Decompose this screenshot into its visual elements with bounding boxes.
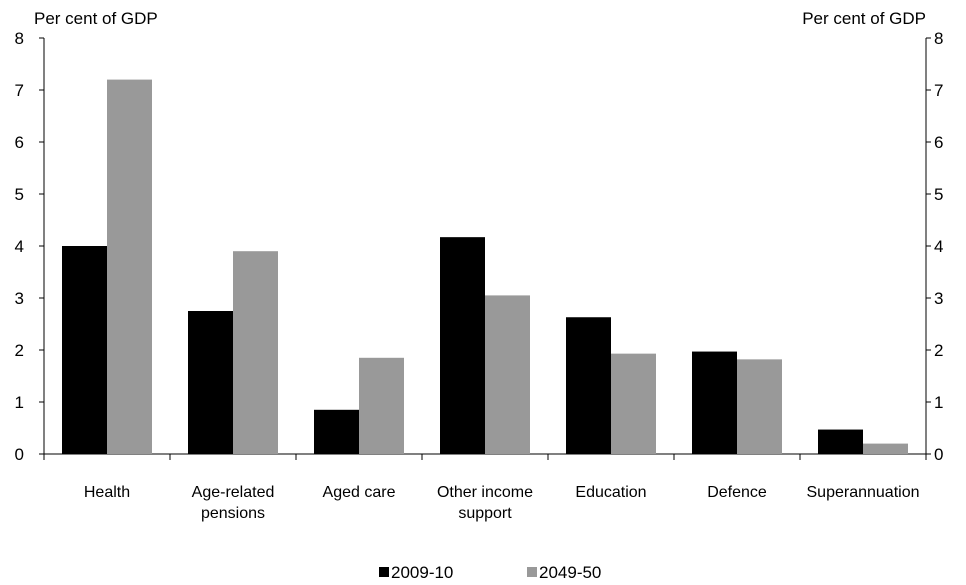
bar-2049-50-other-income-support (485, 295, 530, 454)
bar-2009-10-age-related-pensions (188, 311, 233, 454)
legend-swatch-2049-50 (527, 567, 537, 577)
left-y-tick-label: 1 (15, 393, 24, 412)
category-label: Aged care (323, 484, 396, 501)
category-label: Health (84, 484, 130, 501)
category-label: Age-related pensions (192, 484, 275, 522)
right-y-tick-label: 1 (934, 393, 943, 412)
legend-label-2049-50: 2049-50 (539, 563, 601, 582)
right-y-tick-label: 7 (934, 81, 943, 100)
left-y-tick-label: 7 (15, 81, 24, 100)
bar-2009-10-health (62, 246, 107, 454)
category-labels: Health Age-related pensions Aged care Other … (84, 484, 920, 522)
right-y-tick-label: 0 (934, 445, 943, 464)
legend-swatch-2009-10 (379, 567, 389, 577)
category-label: Education (575, 484, 646, 501)
bar-2009-10-other-income-support (440, 237, 485, 454)
category-label: Superannuation (807, 484, 920, 501)
right-axis-title: Per cent of GDP (802, 9, 926, 28)
left-y-tick-label: 3 (15, 289, 24, 308)
bar-2009-10-superannuation (818, 429, 863, 454)
bars (62, 79, 908, 454)
left-y-tick-label: 2 (15, 341, 24, 360)
bar-2049-50-health (107, 79, 152, 454)
bar-2049-50-age-related-pensions (233, 251, 278, 454)
bar-2049-50-aged-care (359, 357, 404, 454)
left-y-tick-label: 6 (15, 133, 24, 152)
bar-2049-50-defence (737, 359, 782, 454)
right-y-tick-label: 2 (934, 341, 943, 360)
left-y-tick-label: 8 (15, 29, 24, 48)
right-y-tick-label: 4 (934, 237, 943, 256)
right-y-tick-label: 6 (934, 133, 943, 152)
bar-2049-50-superannuation (863, 443, 908, 454)
right-y-tick-label: 5 (934, 185, 943, 204)
left-axis-title: Per cent of GDP (34, 9, 158, 28)
bar-2009-10-aged-care (314, 409, 359, 454)
left-y-tick-label: 4 (15, 237, 24, 256)
category-label: Other income support (437, 484, 533, 522)
legend: 2009-10 2049-50 (379, 563, 601, 582)
bar-2049-50-education (611, 353, 656, 454)
legend-label-2009-10: 2009-10 (391, 563, 453, 582)
bar-2009-10-education (566, 317, 611, 454)
right-y-tick-label: 8 (934, 29, 943, 48)
category-label: Defence (707, 484, 767, 501)
left-y-tick-label: 0 (15, 445, 24, 464)
left-y-tick-label: 5 (15, 185, 24, 204)
bar-2009-10-defence (692, 351, 737, 454)
right-y-tick-label: 3 (934, 289, 943, 308)
